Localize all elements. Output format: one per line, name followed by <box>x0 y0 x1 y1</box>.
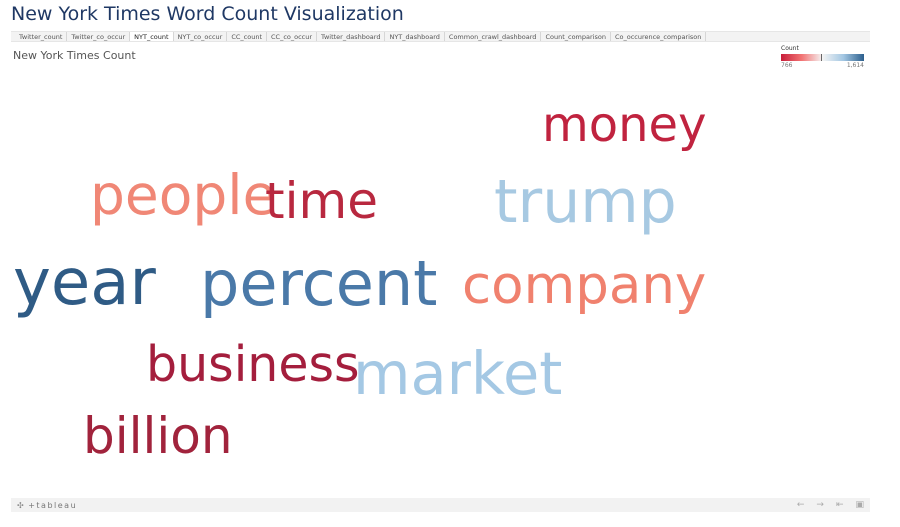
tab-nyt-co-occur[interactable]: NYT_co_occur <box>174 32 228 41</box>
tab-common-crawl-dashboard[interactable]: Common_crawl_dashboard <box>445 32 542 41</box>
tab-cc-count[interactable]: CC_count <box>227 32 267 41</box>
legend-max-label: 1,614 <box>846 62 864 69</box>
word-people[interactable]: people <box>90 163 277 227</box>
legend-gradient[interactable] <box>781 54 864 61</box>
page-title: New York Times Word Count Visualization <box>11 3 404 25</box>
word-business[interactable]: business <box>146 336 360 393</box>
fullscreen-icon[interactable]: ▣ <box>855 500 864 510</box>
tab-count-comparison[interactable]: Count_comparison <box>541 32 611 41</box>
tableau-logo[interactable]: ✣ +tableau <box>17 501 77 510</box>
word-money[interactable]: money <box>542 97 707 153</box>
legend-min-label: 766 <box>781 62 793 69</box>
legend-title: Count <box>781 45 799 52</box>
word-company[interactable]: company <box>462 255 707 316</box>
revert-icon[interactable]: ⇤ <box>835 500 844 510</box>
word-year[interactable]: year <box>13 246 156 320</box>
word-billion[interactable]: billion <box>83 407 233 465</box>
tableau-toolbar: ✣ +tableau ← → ⇤ ▣ <box>11 498 870 512</box>
tab-twitter-co-occur[interactable]: Twitter_co_occur <box>67 32 131 41</box>
tab-nyt-dashboard[interactable]: NYT_dashboard <box>385 32 445 41</box>
legend-labels: 766 1,614 <box>781 62 864 69</box>
legend-midpoint-marker <box>821 54 822 61</box>
undo-icon[interactable]: ← <box>796 500 805 510</box>
tab-co-occurence-comparison[interactable]: Co_occurence_comparison <box>611 32 707 41</box>
tableau-brand-text: +tableau <box>28 500 78 510</box>
tab-twitter-count[interactable]: Twitter_count <box>15 32 68 41</box>
color-legend[interactable]: Count 766 1,614 <box>781 45 866 69</box>
word-time[interactable]: time <box>265 172 378 230</box>
word-trump[interactable]: trump <box>494 167 677 237</box>
toolbar-controls: ← → ⇤ ▣ <box>797 500 864 510</box>
sheet-tab-bar: Twitter_count Twitter_co_occur NYT_count… <box>11 31 870 42</box>
tab-twitter-dashboard[interactable]: Twitter_dashboard <box>317 32 386 41</box>
tab-nyt-count[interactable]: NYT_count <box>130 32 174 41</box>
sheet-title: New York Times Count <box>13 49 136 62</box>
word-market[interactable]: market <box>353 339 563 408</box>
word-percent[interactable]: percent <box>200 247 438 320</box>
tableau-logo-icon: ✣ <box>17 500 26 510</box>
tab-cc-co-occur[interactable]: CC_co_occur <box>267 32 318 41</box>
redo-icon[interactable]: → <box>816 500 824 510</box>
